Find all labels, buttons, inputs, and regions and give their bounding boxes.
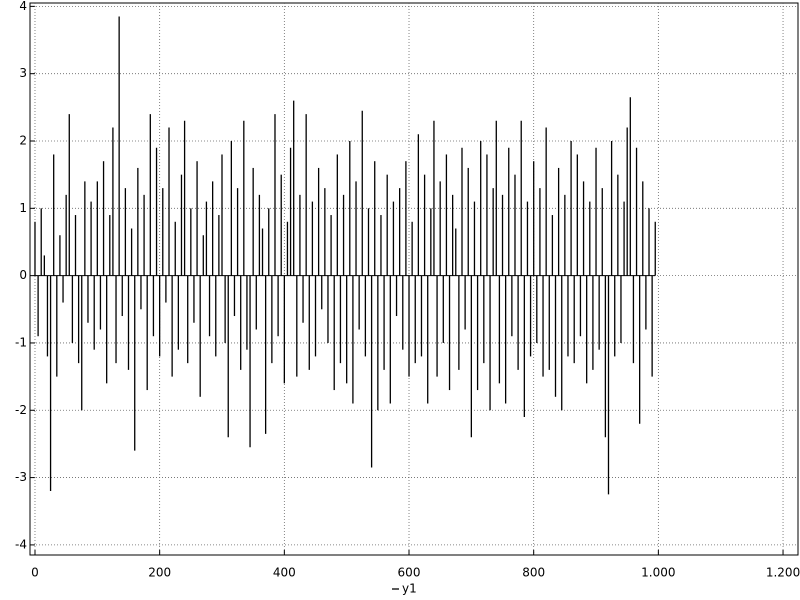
y-tick-label: 4 (19, 0, 27, 13)
y-tick-label: -3 (15, 470, 27, 484)
legend-label: y1 (402, 582, 417, 596)
y-tick-label: -1 (15, 335, 27, 349)
y-tick-label: 1 (19, 201, 27, 215)
x-tick-label: 1.000 (641, 566, 675, 580)
y-tick-label: 2 (19, 134, 27, 148)
y-tick-label: -4 (15, 537, 27, 551)
x-tick-label: 0 (31, 566, 39, 580)
y-tick-label: 0 (19, 268, 27, 282)
x-tick-label: 1.200 (766, 566, 800, 580)
plot-frame (29, 2, 799, 556)
x-tick-label: 800 (522, 566, 545, 580)
x-tick-label: 400 (273, 566, 296, 580)
y-tick-label: -2 (15, 403, 27, 417)
x-tick-label: 600 (398, 566, 421, 580)
x-tick-label: 200 (148, 566, 171, 580)
y-tick-label: 3 (19, 66, 27, 80)
